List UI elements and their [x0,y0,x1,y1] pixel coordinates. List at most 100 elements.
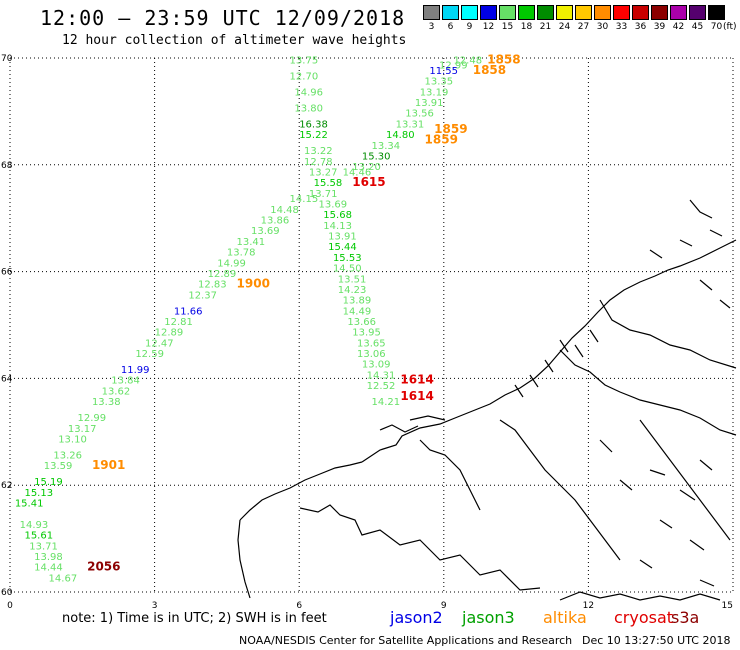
wave-height-value: 13.34 [372,141,401,152]
y-tick-label: 64 [1,374,13,384]
wave-height-value: 13.31 [396,119,425,130]
wave-height-value: 14.13 [323,221,352,232]
wave-height-value: 13.19 [420,87,449,98]
wave-height-value: 12.37 [188,290,217,301]
wave-height-value: 13.56 [405,109,434,120]
axis-ticks: 0 3 6 9 12 15 60 62 64 66 68 70 [1,54,733,611]
wave-height-value: 13.86 [261,216,290,227]
pass-time-label: 1901 [92,458,125,472]
y-tick-label: 68 [1,161,13,171]
wave-height-value: 13.65 [357,338,386,349]
pass-time-label: 1858 [473,63,506,77]
wave-height-value: 14.48 [270,205,299,216]
legend-label: 24 [558,22,571,32]
pass-time-label: 1614 [400,389,433,403]
wave-height-value: 13.06 [357,349,386,360]
timestamp-text: Dec 10 13:27:50 UTC 2018 [582,634,731,647]
wave-height-value: 14.46 [343,167,372,178]
wave-height-value: 13.84 [111,376,140,387]
x-tick-label: 12 [583,601,594,611]
wave-height-value: 15.61 [24,531,53,542]
wave-height-value: 13.10 [58,434,87,445]
pass-time-label: 1614 [400,373,433,387]
wave-height-value: 14.67 [49,573,78,584]
wave-height-value: 13.27 [309,167,338,178]
legend-label: 21 [539,22,552,32]
wave-height-value: 12.48 [453,55,482,66]
wave-height-value: 14.49 [343,306,372,317]
legend-swatch [670,5,687,20]
pass-time-label: 1900 [237,277,270,291]
satellite-name: altika [543,608,587,627]
wave-height-value: 13.75 [290,55,319,66]
legend-label: 6 [447,22,454,32]
wave-height-value: 16.38 [299,119,328,130]
legend-label: 39 [653,22,666,32]
wave-height-value: 13.17 [68,424,97,435]
wave-height-value: 15.41 [15,499,44,510]
legend-label: 70 [710,22,723,32]
wave-height-value: 14.15 [290,194,319,205]
satellite-name: jason2 [390,608,443,627]
wave-height-value: 11.66 [174,306,203,317]
wave-height-value: 15.19 [34,477,63,488]
legend-swatch [594,5,611,20]
legend-swatch [613,5,630,20]
wave-height-value: 15.22 [299,130,328,141]
legend-label: 15 [501,22,514,32]
wave-height-value: 13.62 [102,386,131,397]
wave-height-value: 14.99 [217,258,246,269]
wave-height-value: 14.80 [386,130,415,141]
legend-label: 3 [428,22,435,32]
wave-height-value: 13.69 [251,226,280,237]
footer-note: note: 1) Time is in UTC; 2) SWH is in fe… [62,611,327,626]
wave-height-value: 13.38 [92,397,121,408]
wave-height-value: 13.98 [34,552,63,563]
wave-height-value: 13.69 [318,200,347,211]
pass-time-label: 2056 [87,560,120,574]
x-tick-label: 15 [722,601,733,611]
lat-lon-grid [9,57,734,593]
wave-height-value: 11.99 [121,365,150,376]
y-tick-label: 60 [1,588,13,598]
legend-label: 33 [615,22,628,32]
wave-height-value: 13.80 [294,103,323,114]
wave-height-value: 13.09 [362,360,391,371]
wave-height-value: 14.93 [20,520,49,531]
pass-time-label: 1615 [352,175,385,189]
page-subtitle: 12 hour collection of altimeter wave hei… [62,33,407,48]
satellite-name: jason3 [462,608,515,627]
wave-height-value: 12.70 [290,71,319,82]
wave-height-value: 15.30 [362,151,391,162]
x-tick-label: 9 [441,601,447,611]
wave-height-value: 12.89 [208,269,237,280]
pass-time-label: 1858 [487,52,520,66]
legend-swatch [708,5,725,20]
wave-height-value: 15.58 [314,178,343,189]
legend-swatch [537,5,554,20]
legend-swatch [423,5,440,20]
legend-label: 30 [596,22,609,32]
wave-height-value: 12.78 [304,157,333,168]
wave-height-value: 12.83 [198,280,227,291]
legend-swatch [689,5,706,20]
wave-height-value: 13.35 [425,77,454,88]
legend-unit: (ft) [723,22,737,32]
legend-label: 18 [520,22,533,32]
wave-height-value: 13.26 [53,451,82,462]
legend-label: 27 [577,22,590,32]
x-tick-label: 6 [296,601,302,611]
y-tick-label: 62 [1,481,12,491]
legend-label: 9 [466,22,473,32]
wave-height-value: 13.59 [44,461,73,472]
wave-height-value: 11.55 [429,66,458,77]
wave-height-value: 14.31 [367,370,396,381]
x-tick-label: 0 [7,601,13,611]
wave-height-value: 14.50 [333,264,362,275]
legend-swatch [480,5,497,20]
wave-height-value: 13.71 [29,541,58,552]
wave-height-value: 15.44 [328,242,357,253]
wave-height-value: 13.71 [309,189,338,200]
